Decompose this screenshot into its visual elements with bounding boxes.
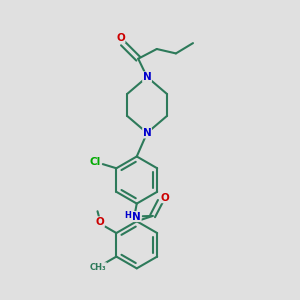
Text: O: O xyxy=(95,217,104,227)
Text: H: H xyxy=(124,212,131,220)
Text: O: O xyxy=(160,193,169,203)
Text: N: N xyxy=(143,72,152,82)
Text: Cl: Cl xyxy=(89,157,101,167)
Text: N: N xyxy=(143,128,152,138)
Text: O: O xyxy=(116,32,125,43)
Text: CH₃: CH₃ xyxy=(90,263,106,272)
Text: N: N xyxy=(132,212,141,221)
